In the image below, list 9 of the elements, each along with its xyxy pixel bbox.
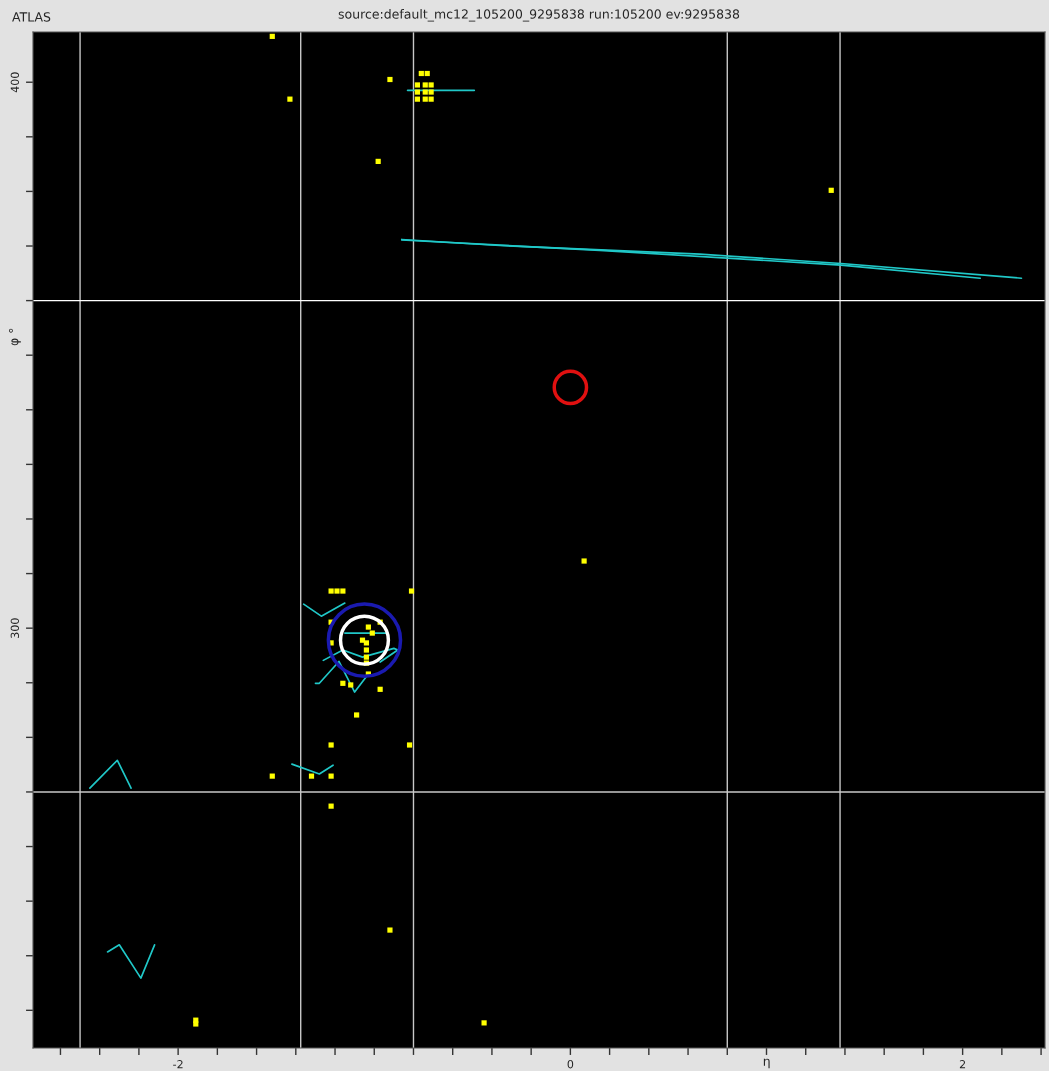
- x-tick-label: -2: [173, 1060, 183, 1069]
- y-tick-label: 400: [10, 72, 20, 93]
- chart-title: source:default_mc12_105200_9295838 run:105200 ev:9295838: [338, 9, 740, 22]
- x-tick-label: 2: [959, 1060, 966, 1069]
- y-axis-title: φ °: [8, 328, 21, 346]
- text: ATLAS: [12, 12, 51, 22]
- x-axis-title: η: [763, 1058, 770, 1069]
- x-tick-label: 0: [567, 1060, 574, 1069]
- y-tick-label: 300: [10, 618, 20, 638]
